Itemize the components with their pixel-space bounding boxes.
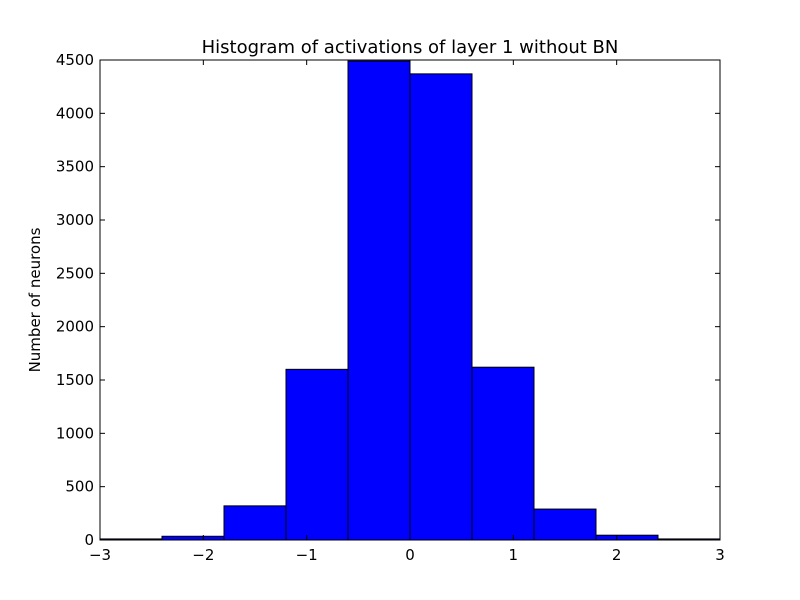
x-tick-label: −2 <box>192 546 214 564</box>
histogram-bar <box>471 366 535 541</box>
ticks-group: −3 −2 −1 0 1 2 3 0 500 1000 1500 2000 2500 3000 3500 40… <box>56 51 725 564</box>
histogram-bar <box>533 508 597 541</box>
histogram-bar <box>161 535 225 541</box>
x-tick-label: 2 <box>612 546 622 564</box>
y-tick-label: 0 <box>84 531 94 549</box>
y-tick-label: 4500 <box>56 51 94 69</box>
y-tick-label: 500 <box>65 478 94 496</box>
plot-frame <box>99 59 721 541</box>
x-tick-label: −1 <box>296 546 318 564</box>
y-tick-label: 2500 <box>56 264 94 282</box>
y-axis-label: Number of neurons <box>26 227 44 372</box>
x-tick-label: 1 <box>509 546 519 564</box>
y-tick-label: 2000 <box>56 318 94 336</box>
chart-title: Histogram of activations of layer 1 with… <box>202 37 619 58</box>
histogram-bar <box>223 505 287 541</box>
y-tick-label: 3500 <box>56 158 94 176</box>
y-tick-label: 1500 <box>56 371 94 389</box>
histogram-bar <box>595 534 659 541</box>
histogram-bar <box>409 73 473 541</box>
y-tick-label: 1000 <box>56 424 94 442</box>
y-tick-label: 3000 <box>56 211 94 229</box>
x-tick-label: 0 <box>405 546 415 564</box>
x-tick-label: 3 <box>715 546 725 564</box>
histogram-bar <box>347 60 411 541</box>
y-tick-label: 4000 <box>56 104 94 122</box>
bars-group <box>99 60 721 541</box>
x-tick-label: −3 <box>89 546 111 564</box>
histogram-bar <box>285 368 349 541</box>
